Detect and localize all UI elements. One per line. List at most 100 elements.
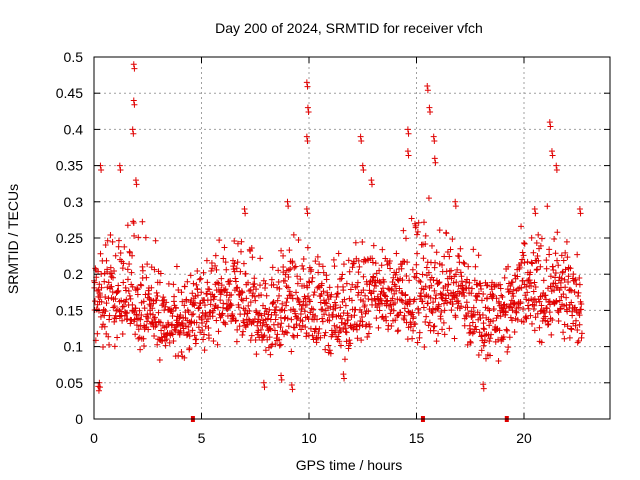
data-point (292, 310, 299, 317)
data-point (476, 329, 483, 336)
data-point (374, 304, 381, 311)
data-point (134, 291, 141, 298)
data-point (101, 323, 108, 330)
data-point (532, 283, 539, 290)
data-point (416, 329, 423, 336)
data-point (335, 333, 342, 340)
data-point (340, 371, 347, 378)
data-point (151, 314, 158, 321)
data-point (144, 261, 151, 268)
data-point (366, 281, 373, 288)
data-point (308, 278, 315, 285)
data-point (568, 287, 575, 294)
data-point (284, 329, 291, 336)
data-point (183, 332, 190, 339)
data-point (420, 255, 427, 262)
data-point (331, 263, 338, 270)
data-point (193, 319, 200, 326)
data-point (177, 327, 184, 334)
data-point (227, 277, 234, 284)
data-point (300, 255, 307, 262)
data-point (152, 237, 159, 244)
data-point (433, 338, 440, 345)
data-point (188, 318, 195, 325)
data-point (458, 273, 465, 280)
data-point (413, 274, 420, 281)
data-point (91, 279, 98, 286)
data-point (128, 317, 135, 324)
data-point (298, 326, 305, 333)
data-point (173, 305, 180, 312)
data-point (514, 273, 521, 280)
data-point (479, 312, 486, 319)
data-point (154, 341, 161, 348)
data-point (488, 331, 495, 338)
data-point (283, 299, 290, 306)
data-point (226, 281, 233, 288)
data-point (357, 133, 364, 140)
data-point (356, 322, 363, 329)
data-point (101, 312, 108, 319)
data-point (348, 313, 355, 320)
data-point (102, 241, 109, 248)
data-point (216, 237, 223, 244)
data-point (282, 328, 289, 335)
data-point (205, 324, 212, 331)
data-point (215, 280, 222, 287)
data-point (559, 269, 566, 276)
data-point (199, 327, 206, 334)
data-point (94, 301, 101, 308)
data-point (463, 299, 470, 306)
data-point (227, 300, 234, 307)
data-point (532, 314, 539, 321)
data-point (539, 293, 546, 300)
data-point (457, 269, 464, 276)
data-point (412, 321, 419, 328)
data-point (366, 323, 373, 330)
data-point (339, 271, 346, 278)
data-point (200, 336, 207, 343)
data-point (225, 296, 232, 303)
data-point (145, 290, 152, 297)
data-point (238, 238, 245, 245)
data-point (170, 338, 177, 345)
data-point (153, 321, 160, 328)
data-point (104, 266, 111, 273)
data-point (576, 281, 583, 288)
data-point (480, 342, 487, 349)
data-point (200, 269, 207, 276)
data-point (326, 347, 333, 354)
data-point (577, 210, 584, 217)
data-point (211, 293, 218, 300)
data-point (228, 291, 235, 298)
data-point (534, 253, 541, 260)
data-point (220, 255, 227, 262)
data-point (102, 293, 109, 300)
data-point (404, 126, 411, 133)
data-point (452, 271, 459, 278)
data-point (273, 312, 280, 319)
data-point (568, 325, 575, 332)
data-point (484, 295, 491, 302)
data-point (276, 342, 283, 349)
data-point (133, 322, 140, 329)
data-point (400, 227, 407, 234)
data-point (321, 311, 328, 318)
data-point (444, 299, 451, 306)
data-point (553, 166, 560, 173)
data-point (378, 297, 385, 304)
data-point (297, 310, 304, 317)
data-point (228, 302, 235, 309)
data-point (365, 330, 372, 337)
data-point (111, 267, 118, 274)
data-point (548, 148, 555, 155)
data-point (432, 159, 439, 166)
data-point (354, 335, 361, 342)
data-point (309, 274, 316, 281)
data-point (368, 181, 375, 188)
data-point (314, 316, 321, 323)
data-point (245, 279, 252, 286)
data-point (370, 288, 377, 295)
data-point (414, 228, 421, 235)
data-point (231, 260, 238, 267)
